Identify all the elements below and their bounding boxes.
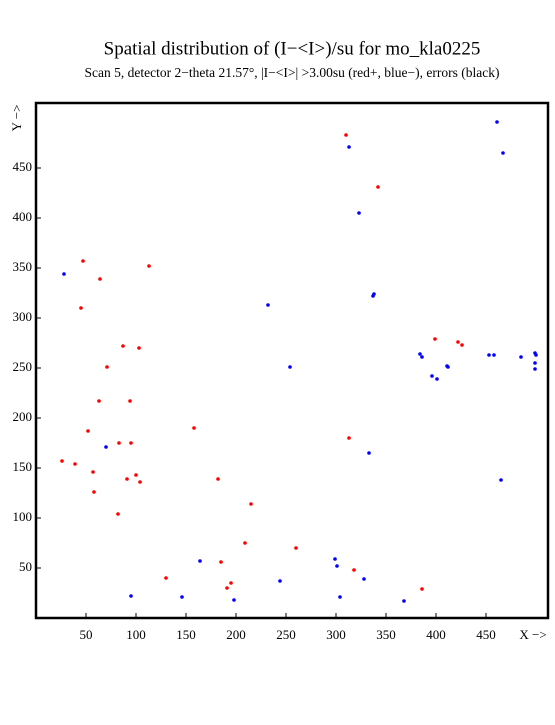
point (104, 445, 108, 449)
point (73, 462, 77, 466)
point (533, 361, 537, 365)
point (92, 490, 96, 494)
point (243, 541, 247, 545)
point (249, 502, 253, 506)
point (198, 559, 202, 563)
point (81, 259, 85, 263)
point (129, 441, 133, 445)
point (192, 426, 196, 430)
point (347, 145, 351, 149)
point (125, 477, 129, 481)
point (344, 133, 348, 137)
point (134, 473, 138, 477)
point (420, 587, 424, 591)
point (501, 151, 505, 155)
point (347, 436, 351, 440)
point (533, 367, 537, 371)
chart-title: Spatial distribution of (I−<I>)/su for m… (104, 38, 481, 59)
x-axis-label: X −> (519, 627, 546, 642)
point (216, 477, 220, 481)
point (362, 577, 366, 581)
point (435, 377, 439, 381)
point (335, 564, 339, 568)
point (232, 598, 236, 602)
point (97, 399, 101, 403)
point (98, 277, 102, 281)
y-axis-label: Y −> (9, 105, 24, 132)
point (229, 581, 233, 585)
point (225, 586, 229, 590)
point (519, 355, 523, 359)
x-tick-label: 400 (426, 627, 446, 642)
point (60, 459, 64, 463)
point (219, 560, 223, 564)
point (278, 579, 282, 583)
point (117, 441, 121, 445)
x-tick-label: 50 (80, 627, 93, 642)
y-tick-label: 100 (13, 509, 33, 524)
point (487, 353, 491, 357)
x-tick-label: 350 (376, 627, 396, 642)
point (492, 353, 496, 357)
point (138, 480, 142, 484)
point (164, 576, 168, 580)
point (433, 337, 437, 341)
point (418, 352, 422, 356)
y-tick-label: 400 (13, 209, 33, 224)
point (430, 374, 434, 378)
point (294, 546, 298, 550)
point (137, 346, 141, 350)
point (460, 343, 464, 347)
point (376, 185, 380, 189)
point (446, 365, 450, 369)
y-tick-label: 50 (19, 559, 32, 574)
point (105, 365, 109, 369)
y-tick-label: 200 (13, 409, 33, 424)
point (456, 340, 460, 344)
point (367, 451, 371, 455)
point (116, 512, 120, 516)
y-tick-label: 450 (13, 159, 33, 174)
y-tick-label: 300 (13, 309, 33, 324)
point (402, 599, 406, 603)
y-tick-label: 250 (13, 359, 33, 374)
point (499, 478, 503, 482)
x-tick-label: 150 (176, 627, 196, 642)
point (495, 120, 499, 124)
point (420, 355, 424, 359)
plot-frame (34, 101, 550, 620)
point (357, 211, 361, 215)
point (147, 264, 151, 268)
x-tick-label: 300 (326, 627, 346, 642)
point (338, 595, 342, 599)
point (129, 594, 133, 598)
point (371, 294, 375, 298)
point (534, 353, 538, 357)
y-tick-label: 150 (13, 459, 33, 474)
point (86, 429, 90, 433)
x-tick-label: 100 (126, 627, 146, 642)
point (91, 470, 95, 474)
x-tick-label: 200 (226, 627, 246, 642)
x-tick-label: 250 (276, 627, 296, 642)
point (62, 272, 66, 276)
point (121, 344, 125, 348)
point (288, 365, 292, 369)
x-tick-label: 450 (476, 627, 496, 642)
chart-subtitle: Scan 5, detector 2−theta 21.57°, |I−<I>|… (85, 65, 500, 80)
point (266, 303, 270, 307)
point (333, 557, 337, 561)
point (352, 568, 356, 572)
point (79, 306, 83, 310)
y-tick-label: 350 (13, 259, 33, 274)
point (128, 399, 132, 403)
point (180, 595, 184, 599)
